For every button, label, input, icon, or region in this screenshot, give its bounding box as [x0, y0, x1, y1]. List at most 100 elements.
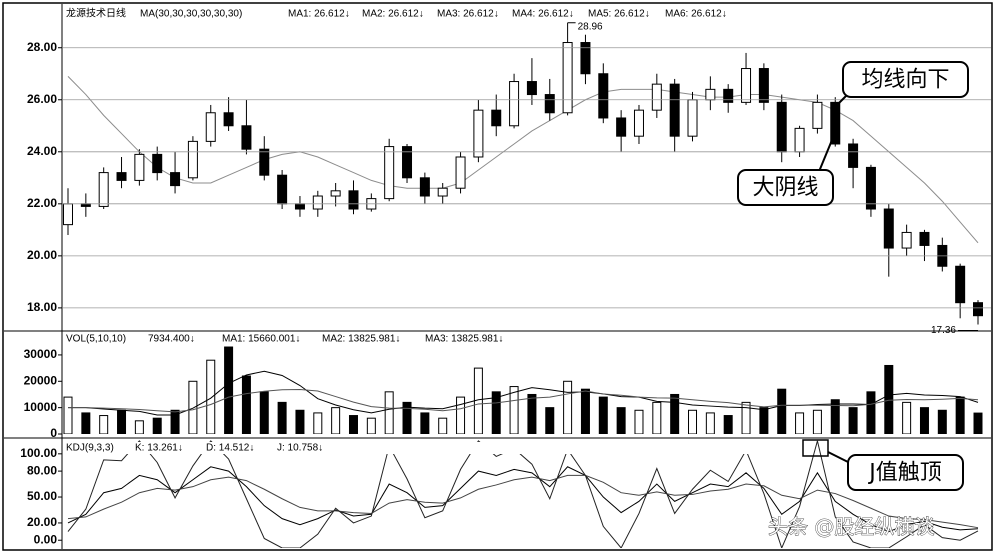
y-tick-label: 100.00 [20, 446, 57, 460]
high-label: 28.96 [578, 21, 603, 32]
candle-body [901, 231, 912, 249]
candle-body [633, 109, 644, 137]
candle-body [919, 231, 930, 246]
volume-bar [973, 412, 983, 434]
volume-bar [545, 407, 555, 434]
candle-body [830, 101, 841, 145]
volume-bar [402, 401, 412, 434]
volume-bar [527, 393, 537, 434]
candle-body [134, 153, 145, 181]
panel [63, 346, 983, 434]
volume-bar [652, 401, 662, 434]
line-series [68, 388, 979, 413]
candle-body [330, 190, 341, 197]
candle-body [455, 156, 466, 189]
y-tick-label: 20000 [24, 373, 58, 387]
volume-bar [902, 401, 912, 434]
candle-body [98, 172, 109, 207]
candle-body [794, 127, 805, 153]
volume-bar [830, 399, 840, 434]
y-tick-label: 24.00 [27, 144, 57, 158]
volume-bar [580, 388, 590, 434]
panel [63, 22, 983, 325]
volume-bar [134, 420, 144, 434]
candle-body [402, 146, 413, 179]
candle-body [669, 83, 680, 137]
volume-bar [777, 388, 787, 434]
volume-bar [348, 415, 358, 434]
indicator-label: MA(30,30,30,30,30,30) [140, 9, 242, 20]
volume-bar [795, 412, 805, 434]
volume-bar [866, 391, 876, 434]
header-bg [63, 333, 763, 345]
watermark: 头条 @股经纵横谈 [768, 515, 934, 539]
header-bg [63, 8, 763, 20]
candle-body [294, 203, 305, 210]
y-tick-label: 20.00 [27, 248, 57, 262]
candle-body [384, 146, 395, 200]
volume-bar [99, 415, 109, 434]
annotation: J值触顶 [867, 461, 942, 486]
candle-body [419, 177, 430, 197]
annotation-box [737, 169, 834, 206]
line-series [68, 370, 979, 416]
readout: MA1: 15660.001↓ [222, 334, 300, 345]
volume-bar [295, 409, 305, 434]
volume-bar [384, 391, 394, 434]
candle-body [848, 143, 859, 168]
volume-bar [241, 375, 251, 434]
y-tick-label: 26.00 [27, 92, 57, 106]
y-tick-label: 18.00 [27, 300, 57, 314]
volume-bar [563, 380, 573, 434]
volume-bar [81, 412, 91, 434]
volume-bar [473, 367, 483, 434]
candle-body [491, 109, 502, 127]
readout: 7934.400↓ [148, 334, 195, 345]
volume-bar [259, 391, 269, 434]
candle-body [651, 83, 662, 111]
candle-body [776, 101, 787, 153]
readout: K: 13.261↓ [135, 443, 183, 454]
volume-bar [152, 417, 162, 434]
line-series [67, 466, 979, 533]
readout: J: 10.758↓ [277, 443, 323, 454]
annotation-box [842, 61, 969, 98]
candle-body [812, 101, 823, 129]
volume-bar [117, 409, 127, 434]
volume-bar [848, 407, 858, 434]
indicator-label: KDJ(9,3,3) [66, 443, 114, 454]
candle-body [723, 88, 734, 103]
volume-bar [723, 415, 733, 434]
volume-bar [616, 407, 626, 434]
candle-body [205, 112, 216, 142]
volume-bar [206, 359, 216, 434]
candle-body [312, 195, 323, 210]
volume-bar [955, 396, 965, 434]
volume-bar [598, 396, 608, 434]
readout: MA2: 26.612↓ [362, 9, 424, 20]
volume-bar [688, 409, 698, 434]
candle-body [598, 73, 609, 119]
candle-body [705, 88, 716, 101]
header-bg [63, 442, 763, 454]
candle-body [955, 265, 966, 304]
candle-body [562, 42, 573, 114]
volume-bar [634, 409, 644, 434]
chart-title: 龙源技术日线 [66, 7, 126, 20]
volume-bar [759, 407, 769, 434]
candle-body [241, 125, 252, 150]
y-tick-label: 22.00 [27, 196, 57, 210]
y-tick-label: 50.00 [27, 489, 57, 503]
line-series [67, 75, 979, 244]
candle-body [473, 109, 484, 158]
candle-body [616, 117, 627, 137]
candle-body [973, 302, 983, 317]
candle-body [544, 94, 555, 114]
readout: MA4: 26.612↓ [512, 9, 574, 20]
volume-bar [509, 386, 519, 434]
candle-body [741, 68, 752, 103]
candle-body [170, 172, 181, 187]
